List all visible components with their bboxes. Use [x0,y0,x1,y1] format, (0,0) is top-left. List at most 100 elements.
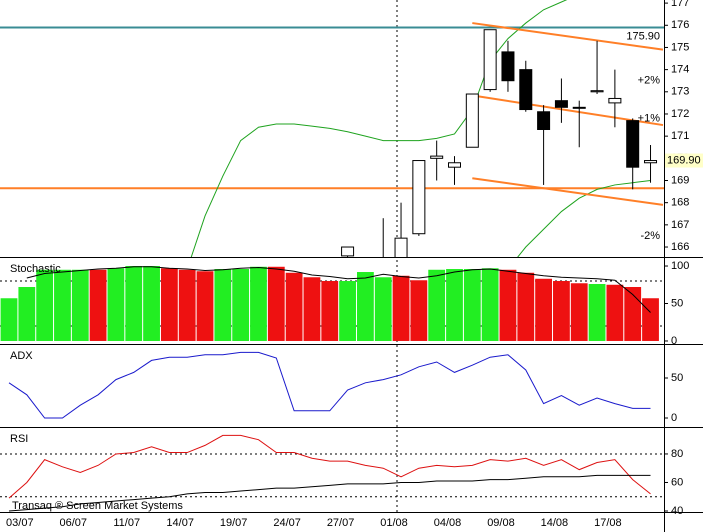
y-tick-label: 168 [671,197,689,209]
bar [214,269,232,341]
series-line [8,474,651,512]
candle-body [483,29,497,91]
bar [54,269,71,341]
candle-body [590,90,604,93]
candle-body [644,160,658,164]
candle-body [430,155,444,159]
bar [232,269,250,341]
candle-body [537,111,551,130]
bar [107,268,125,341]
bar [0,298,18,341]
y-tick-label: 0 [671,335,677,347]
bar [428,269,446,341]
bar [285,272,303,341]
y-tick-label: 167 [671,219,689,231]
bar [588,284,606,341]
y-tick-label: 173 [671,86,689,98]
bar [624,287,642,341]
bar [250,266,267,341]
series-line [8,434,651,499]
x-tick-label: 14/07 [166,517,194,529]
bar [143,266,160,341]
x-tick-label: 27/07 [327,517,355,529]
candle-body [572,106,586,109]
candle-body [341,246,355,257]
band-label: -2% [640,230,660,242]
bar [267,266,285,341]
bar [71,269,89,341]
bar [321,281,339,341]
bar [374,277,392,341]
x-tick-label: 09/08 [487,517,515,529]
price-marker [665,153,703,168]
plot-area [0,434,664,512]
bar [160,268,178,341]
candle-body [626,120,640,168]
x-tick-label: 04/08 [434,517,462,529]
bar [642,298,659,341]
candle-body [501,51,515,82]
x-tick-label: 19/07 [220,517,248,529]
bar [178,269,196,341]
bar [410,280,428,341]
bar [392,275,410,341]
price-label: 169.90 [667,154,701,166]
x-tick-label: 03/07 [6,517,34,529]
x-tick-label: 01/08 [380,517,408,529]
candle-body [394,237,408,257]
bar [125,266,143,341]
plot-area [0,0,664,257]
bar [535,278,552,341]
y-tick-label: 172 [671,108,689,120]
bar [303,277,321,341]
watermark: Transaq ® Screen Market Systems [12,500,183,512]
y-tick-label: 100 [671,260,689,272]
y-tick-label: 166 [671,241,689,253]
bar [339,281,356,341]
y-tick-label: 50 [671,297,683,309]
bar [517,272,535,341]
candle-body [448,162,461,168]
y-tick-label: 60 [671,476,683,488]
bar [446,269,463,341]
band-label: +2% [638,75,661,87]
y-tick-label: 80 [671,448,683,460]
y-tick-label: 176 [671,19,689,31]
stochastic-line [26,266,651,313]
x-tick-label: 14/08 [541,517,569,529]
plot-area [0,266,664,341]
bar [357,272,374,341]
plot-area [8,351,651,419]
bar [196,271,214,341]
x-tick-label: 11/07 [113,517,140,529]
candle-body [465,93,479,148]
series-line [8,351,651,419]
bar [499,269,517,341]
candle-body [608,97,622,104]
bar [89,269,107,341]
bar [36,269,54,341]
band-line [517,180,651,257]
candle-body [554,100,568,108]
bar [606,284,624,341]
trend-line [472,22,664,51]
y-tick-label: 50 [671,372,683,384]
y-tick-label: 40 [671,505,683,517]
trend-line [472,177,664,206]
y-tick-label: 171 [671,130,689,142]
bar [481,268,499,341]
bar [463,269,481,341]
band-line [190,0,568,257]
level-label: 175.90 [626,30,660,42]
x-tick-label: 06/07 [60,517,88,529]
band-label: +1% [638,112,661,124]
panel-title: RSI [10,433,28,445]
panel-title: Stochastic [10,263,61,275]
bar [553,281,570,341]
y-tick-label: 175 [671,41,689,53]
candle-body [412,160,426,235]
panel-title: ADX [10,350,33,362]
candle-body [519,69,533,111]
